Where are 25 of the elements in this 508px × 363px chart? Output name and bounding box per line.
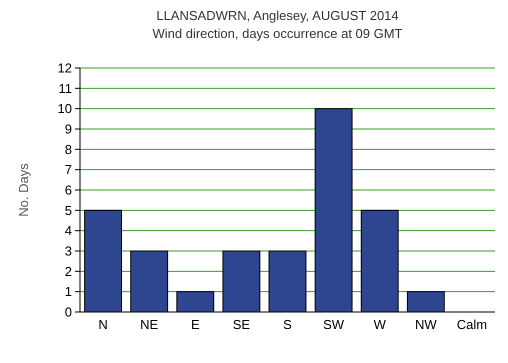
x-tick-label: SW — [323, 317, 345, 332]
x-tick-label: S — [283, 317, 292, 332]
y-tick-label: 3 — [64, 244, 72, 259]
chart-subtitle: Wind direction, days occurrence at 09 GMT — [152, 26, 403, 41]
x-tick-label: SE — [232, 317, 250, 332]
y-tick-label: 5 — [64, 202, 72, 218]
y-tick-label: 8 — [64, 142, 72, 157]
y-tick-label: 12 — [58, 60, 72, 76]
y-tick-label: 2 — [64, 264, 72, 279]
y-tick-label: 7 — [64, 162, 72, 178]
x-tick-label: W — [374, 317, 387, 332]
y-tick-label: 6 — [64, 182, 72, 198]
y-tick-label: 4 — [64, 223, 72, 238]
x-tick-label: NE — [140, 317, 159, 332]
y-tick-label: 9 — [64, 122, 72, 137]
y-tick-label: 10 — [58, 101, 72, 116]
x-tick-label: E — [190, 317, 200, 332]
y-tick-label: 11 — [58, 80, 72, 96]
y-axis-title: No. Days — [16, 162, 31, 217]
y-tick-label: 0 — [64, 304, 72, 320]
x-tick-label: NW — [414, 317, 438, 332]
x-tick-label: Calm — [456, 317, 488, 332]
chart-title: LLANSADWRN, Anglesey, AUGUST 2014 — [156, 8, 399, 23]
y-tick-label: 1 — [64, 284, 72, 300]
x-tick-label: N — [98, 317, 108, 332]
